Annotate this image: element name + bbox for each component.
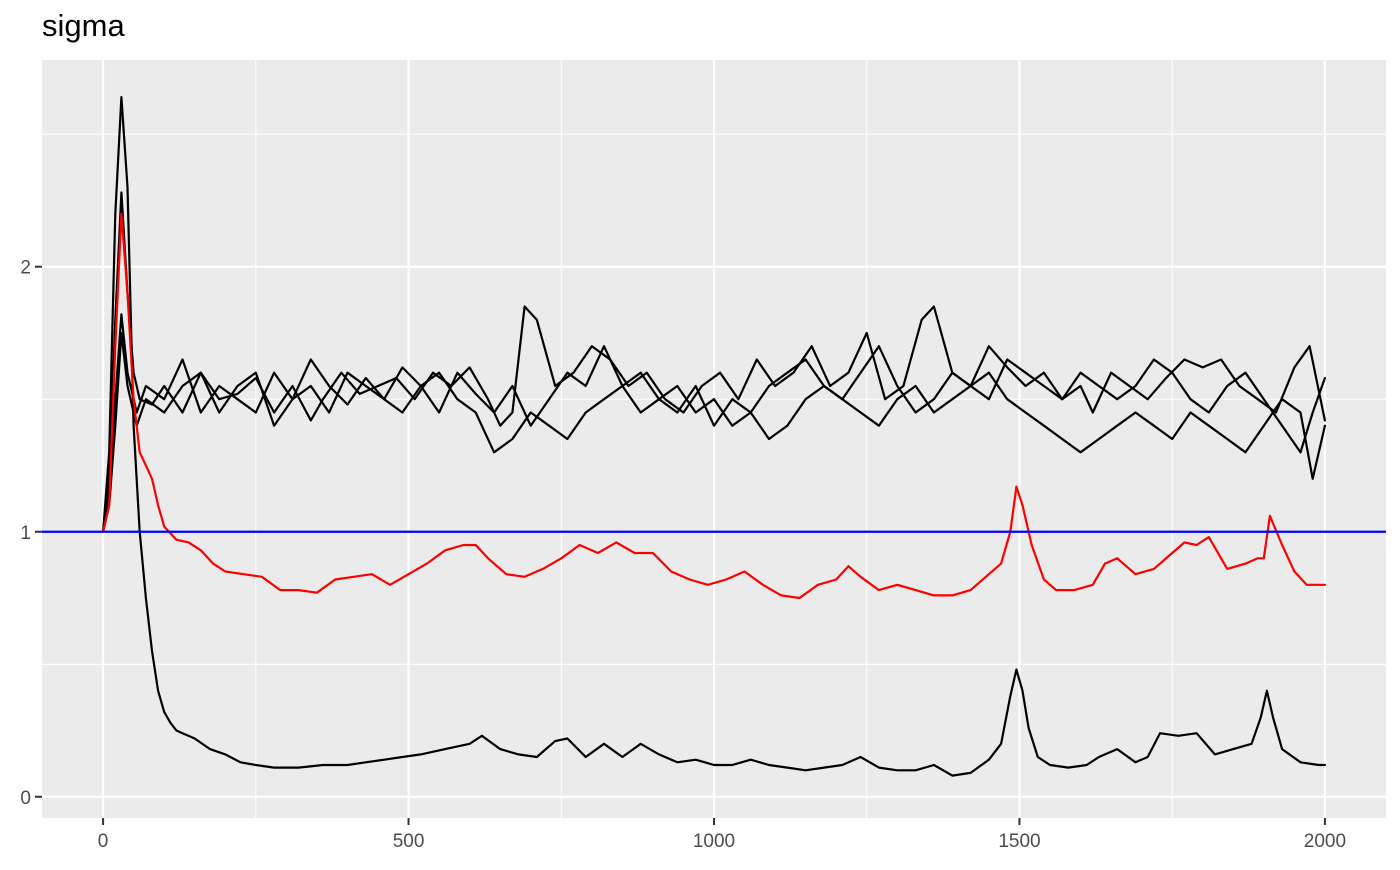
x-tick-label: 0 — [98, 831, 109, 852]
series-layer — [101, 95, 1327, 777]
axis-ticks — [35, 265, 1326, 825]
x-tick-label: 2000 — [1304, 831, 1346, 852]
y-tick-label: 2 — [20, 258, 31, 279]
chart-title: sigma — [42, 8, 125, 43]
y-tick-label: 0 — [20, 788, 31, 809]
axis-labels: 0 500 1000 1500 2000 0 1 2 — [20, 258, 1346, 852]
y-tick-label: 1 — [20, 523, 31, 544]
series-line-1 — [101, 95, 1327, 777]
series-line-4 — [101, 331, 1327, 533]
x-tick-label: 1000 — [693, 831, 735, 852]
series-line-5 — [101, 212, 1327, 600]
x-tick-label: 1500 — [998, 831, 1040, 852]
series-line-2 — [101, 191, 1327, 533]
x-tick-label: 500 — [393, 831, 425, 852]
